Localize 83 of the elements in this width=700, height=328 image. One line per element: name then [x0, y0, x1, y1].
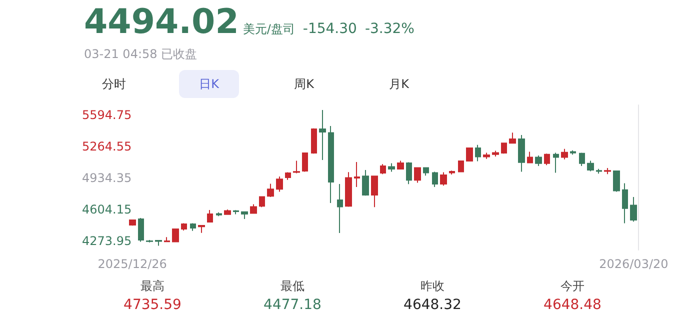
candlestick: [466, 146, 473, 162]
text: 03-21 04:58 已收盘: [84, 46, 198, 63]
candlestick: [129, 218, 136, 226]
candlestick: [579, 152, 585, 167]
candlestick: [604, 167, 611, 175]
candlestick: [172, 228, 179, 242]
text: 日K: [179, 70, 239, 98]
text: 周K: [293, 76, 315, 93]
candlestick: [362, 170, 369, 196]
x-tick-label: 2025/12/26: [98, 257, 167, 271]
candlestick: [311, 128, 317, 154]
candlestick: [241, 210, 248, 220]
candlestick: [587, 160, 594, 172]
candlestick: [544, 153, 550, 166]
candlestick: [630, 196, 637, 222]
text: 月K: [388, 76, 410, 93]
candlestick: [354, 162, 360, 188]
candlestick: [423, 166, 429, 176]
candlestick: [553, 152, 559, 174]
candlestick: [337, 183, 343, 234]
candlestick: [164, 236, 170, 242]
candlestick: [432, 171, 438, 188]
y-tick-label: 5264.55: [82, 140, 132, 154]
text: 最高: [140, 278, 166, 295]
candlestick: [207, 210, 213, 223]
candlestick: [285, 172, 291, 180]
text: 昨收: [420, 278, 446, 295]
candlestick: [345, 172, 352, 208]
candlestick: [475, 144, 481, 162]
candlestick: [440, 172, 447, 186]
candlestick: [535, 155, 542, 167]
candlestick: [276, 176, 283, 192]
candlestick: [267, 183, 274, 198]
candlestick: [250, 204, 257, 214]
candlestick: [492, 150, 499, 158]
text: -3.32%: [364, 21, 414, 37]
candlestick: [414, 166, 421, 184]
candlestick: [224, 208, 231, 216]
text: -154.30: [302, 21, 357, 37]
candlestick: [190, 222, 196, 232]
candlestick: [561, 148, 568, 160]
candlestick: [458, 160, 464, 173]
text: 4477.18: [262, 297, 322, 313]
candlestick: [328, 125, 334, 204]
text: 最低: [280, 278, 306, 295]
candlestick: [259, 196, 265, 208]
candlestick: [449, 170, 455, 175]
candlestick: [319, 110, 326, 161]
candlestick: [198, 224, 205, 234]
candlestick: [527, 151, 533, 164]
y-tick-label: 5594.75: [82, 108, 132, 122]
candlestick: [397, 160, 404, 170]
text: 美元/盘司: [242, 21, 295, 38]
candlestick: [371, 175, 378, 208]
candlestick: [380, 164, 386, 175]
candlestick: [509, 132, 516, 144]
candlestick: [388, 162, 395, 172]
candlestick: [596, 168, 602, 174]
text: 4648.32: [402, 297, 462, 313]
candlestick: [146, 239, 153, 243]
y-tick-label: 4273.95: [82, 234, 132, 248]
y-tick-label: 4934.35: [82, 171, 132, 186]
chart-title: 4494.02: [84, 2, 239, 42]
y-tick-label: 4604.15: [82, 202, 132, 217]
candlestick: [501, 142, 507, 154]
candlestick: [570, 150, 576, 156]
candlestick: [622, 182, 628, 224]
candlestick: [138, 218, 144, 242]
candlestick: [233, 210, 239, 215]
x-tick-label: 2026/03/20: [599, 257, 668, 271]
candlestick: [613, 170, 620, 192]
candlestick: [518, 134, 525, 172]
text: 分时: [101, 76, 127, 93]
candlestick: [483, 152, 490, 160]
candlestick: [216, 212, 222, 217]
candlestick: [293, 160, 300, 174]
candlestick: [155, 240, 162, 246]
candlestick: [302, 152, 308, 172]
text: 4735.59: [122, 297, 182, 313]
candlestick: [406, 162, 412, 185]
candlestick: [181, 222, 187, 231]
text: 今开: [560, 278, 586, 295]
text: 4648.48: [542, 297, 602, 313]
